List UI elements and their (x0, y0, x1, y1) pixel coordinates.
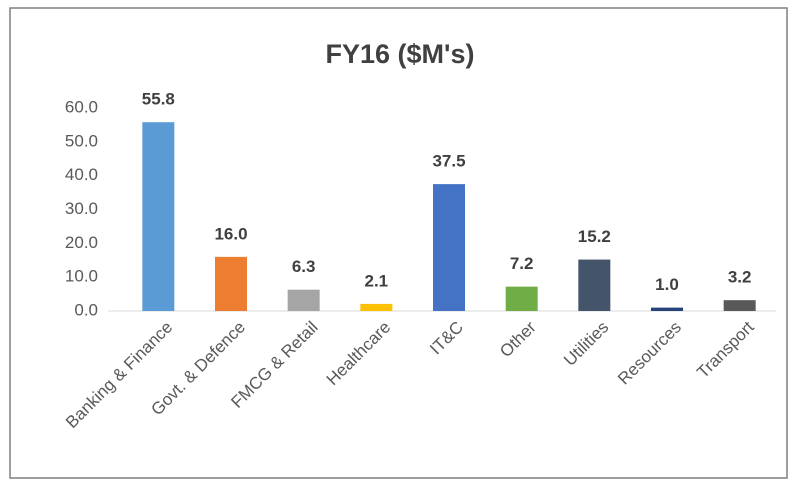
data-label: 16.0 (214, 224, 247, 243)
bar (433, 184, 465, 311)
data-label: 55.8 (142, 90, 175, 109)
bar (723, 300, 756, 311)
bar (578, 259, 611, 311)
y-tick-label: 50.0 (65, 131, 98, 150)
bar (651, 307, 683, 311)
data-label: 15.2 (578, 227, 611, 246)
bar (142, 122, 175, 312)
data-label: 6.3 (292, 257, 316, 276)
bar (505, 286, 538, 311)
y-tick-label: 40.0 (65, 165, 98, 184)
y-tick-label: 0.0 (74, 300, 98, 319)
y-tick-label: 10.0 (65, 267, 98, 286)
data-label: 7.2 (510, 254, 534, 273)
bar (215, 256, 247, 311)
data-label: 2.1 (365, 271, 389, 290)
bar (360, 303, 393, 311)
y-tick-label: 30.0 (65, 199, 98, 218)
data-label: 37.5 (432, 152, 465, 171)
y-tick-label: 60.0 (65, 97, 98, 116)
y-tick-label: 20.0 (65, 233, 98, 252)
data-label: 1.0 (655, 275, 679, 294)
chart-border (9, 7, 788, 479)
bar (287, 289, 320, 311)
chart-title: FY16 ($M's) (326, 39, 475, 69)
data-label: 3.2 (728, 268, 752, 287)
